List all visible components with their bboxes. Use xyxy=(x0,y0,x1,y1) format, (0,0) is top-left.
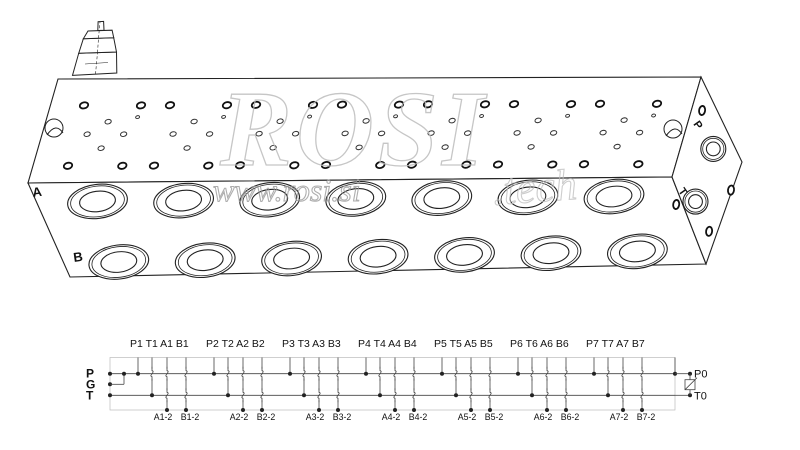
svg-text:T: T xyxy=(86,388,94,402)
svg-text:B7-2: B7-2 xyxy=(637,412,656,422)
svg-text:P5 T5 A5 B5: P5 T5 A5 B5 xyxy=(434,338,493,350)
svg-text:www.rosi.si: www.rosi.si xyxy=(213,172,361,208)
svg-text:A4-2: A4-2 xyxy=(382,412,401,422)
svg-text:A3-2: A3-2 xyxy=(306,412,325,422)
svg-text:B1-2: B1-2 xyxy=(181,412,200,422)
svg-text:T0: T0 xyxy=(694,390,707,402)
svg-text:B6-2: B6-2 xyxy=(561,412,580,422)
svg-text:A6-2: A6-2 xyxy=(534,412,553,422)
svg-text:A2-2: A2-2 xyxy=(230,412,249,422)
svg-text:A1-2: A1-2 xyxy=(154,412,173,422)
svg-text:A7-2: A7-2 xyxy=(610,412,629,422)
svg-text:P2 T2 A2 B2: P2 T2 A2 B2 xyxy=(206,338,265,350)
svg-text:P3 T3 A3 B3: P3 T3 A3 B3 xyxy=(282,338,341,350)
svg-text:B4-2: B4-2 xyxy=(409,412,428,422)
svg-text:P6 T6 A6 B6: P6 T6 A6 B6 xyxy=(510,338,569,350)
svg-text:.tech: .tech xyxy=(491,160,579,215)
svg-text:B3-2: B3-2 xyxy=(333,412,352,422)
svg-text:P1 T1 A1 B1: P1 T1 A1 B1 xyxy=(130,338,189,350)
svg-text:P7 T7 A7 B7: P7 T7 A7 B7 xyxy=(586,338,645,350)
svg-text:B2-2: B2-2 xyxy=(257,412,276,422)
svg-text:B5-2: B5-2 xyxy=(485,412,504,422)
svg-text:P4 T4 A4 B4: P4 T4 A4 B4 xyxy=(358,338,417,350)
svg-text:A5-2: A5-2 xyxy=(458,412,477,422)
